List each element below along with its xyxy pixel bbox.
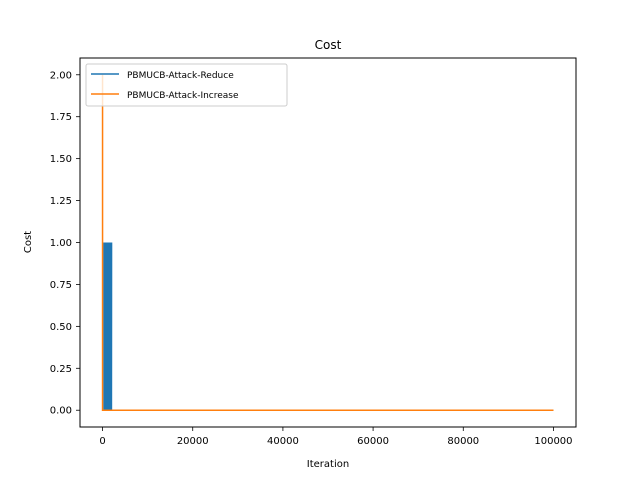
- legend-label-increase: PBMUCB-Attack-Increase: [127, 91, 239, 101]
- y-tick-label: 1.50: [50, 154, 72, 165]
- x-tick-label: 80000: [447, 436, 479, 447]
- y-tick-label: 0.50: [50, 322, 72, 333]
- y-tick-label: 1.75: [50, 112, 72, 123]
- y-tick-label: 2.00: [50, 70, 72, 81]
- x-tick-label: 0: [99, 436, 105, 447]
- series-band: [103, 242, 112, 411]
- legend-label-reduce: PBMUCB-Attack-Reduce: [127, 71, 234, 81]
- series-1: [101, 74, 554, 411]
- y-tick-label: 0.00: [50, 406, 72, 417]
- x-tick-label: 100000: [534, 436, 572, 447]
- legend: PBMUCB-Attack-Reduce PBMUCB-Attack-Incre…: [85, 63, 288, 107]
- y-tick-label: 0.75: [50, 280, 72, 291]
- x-axis-label: Iteration: [307, 459, 349, 470]
- x-tick-label: 60000: [357, 436, 389, 447]
- y-axis: 0.00 0.25 0.50 0.75 1.00 1.25 1.50 1.75 2.00: [50, 70, 80, 417]
- y-tick-label: 1.00: [50, 238, 72, 249]
- y-tick-label: 0.25: [50, 364, 72, 375]
- series-line: [101, 74, 554, 411]
- x-tick-label: 20000: [177, 436, 209, 447]
- chart-title: Cost: [315, 38, 342, 52]
- x-tick-label: 40000: [267, 436, 299, 447]
- legend-box: [85, 63, 288, 107]
- y-axis-label: Cost: [23, 231, 34, 253]
- y-tick-label: 1.25: [50, 196, 72, 207]
- series-layer: [101, 74, 554, 411]
- x-axis: 0 20000 40000 60000 80000 100000: [99, 427, 573, 447]
